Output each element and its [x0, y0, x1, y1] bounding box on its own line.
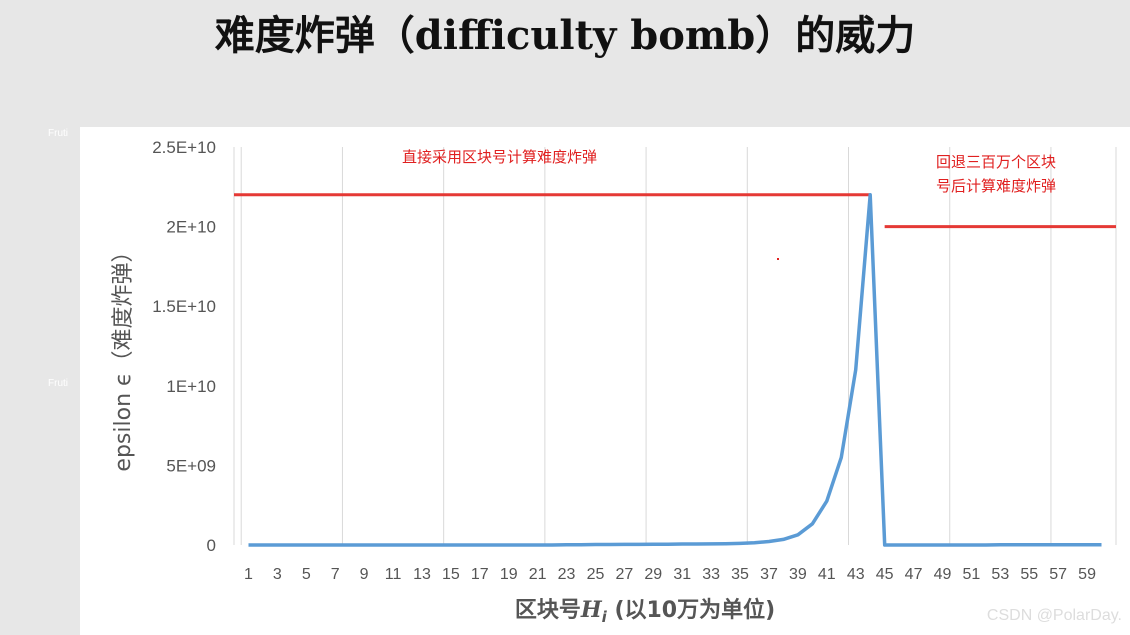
x-tick-label: 11 — [385, 566, 402, 583]
x-axis-label: 区块号Hi (以10万为单位) — [515, 597, 775, 626]
x-tick-label: 7 — [331, 566, 340, 583]
x-tick-label: 37 — [760, 566, 778, 583]
x-tick-label: 3 — [273, 566, 282, 583]
x-tick-label: 17 — [471, 566, 489, 583]
y-axis-label: epsilon ϵ（难度炸弹） — [111, 240, 136, 471]
annotation-dot — [777, 258, 779, 260]
x-tick-label: 33 — [702, 566, 720, 583]
x-tick-label: 25 — [587, 566, 605, 583]
chart-panel: 0 5E+09 1E+10 1.5E+10 2E+10 2.5E+10 1 3 5 7 9 11 13… — [80, 127, 1130, 635]
y-tick-label: 2.5E+10 — [152, 138, 216, 157]
annotation: 回退三百万个区块 — [936, 153, 1056, 171]
x-tick-label: 43 — [847, 566, 865, 583]
x-tick-label: 5 — [302, 566, 311, 583]
x-tick-label: 23 — [558, 566, 576, 583]
y-tick-labels: 0 5E+09 1E+10 1.5E+10 2E+10 2.5E+10 — [152, 138, 216, 555]
y-tick-label: 1E+10 — [166, 377, 216, 396]
slide-title: 难度炸弹（difficulty bomb）的威力 — [214, 12, 916, 59]
x-tick-label: 21 — [529, 566, 547, 583]
axis-labels: 区块号Hi (以10万为单位) epsilon ϵ（难度炸弹） — [111, 240, 775, 626]
y-tick-label: 1.5E+10 — [152, 297, 216, 316]
ghost-label: Fruti — [48, 378, 68, 389]
x-tick-label: 29 — [644, 566, 662, 583]
x-tick-label: 41 — [818, 566, 836, 583]
x-tick-label: 15 — [442, 566, 460, 583]
x-tick-labels: 1 3 5 7 9 11 13 15 17 19 21 23 25 27 29 31 33 35 37 39 41 43 4… — [244, 566, 1096, 583]
watermark: CSDN @PolarDay. — [986, 607, 1122, 624]
x-tick-label: 19 — [500, 566, 518, 583]
x-tick-label: 13 — [413, 566, 431, 583]
ghost-label: Fruti — [48, 128, 68, 139]
x-tick-label: 49 — [934, 566, 952, 583]
x-tick-label: 35 — [731, 566, 749, 583]
series-lines — [248, 193, 1102, 547]
x-tick-label: 53 — [991, 566, 1009, 583]
x-tick-label: 31 — [673, 566, 691, 583]
x-tick-label: 45 — [876, 566, 894, 583]
annotation: 号后计算难度炸弹 — [936, 177, 1056, 195]
x-tick-label: 59 — [1078, 566, 1096, 583]
x-tick-label: 9 — [360, 566, 369, 583]
y-tick-label: 2E+10 — [166, 218, 216, 237]
y-tick-label: 0 — [207, 536, 216, 555]
x-tick-label: 57 — [1049, 566, 1067, 583]
annotation: 直接采用区块号计算难度炸弹 — [402, 148, 597, 166]
x-tick-label: 47 — [905, 566, 923, 583]
grid-lines — [233, 147, 1117, 545]
x-tick-label: 51 — [963, 566, 981, 583]
x-tick-label: 39 — [789, 566, 807, 583]
x-tick-label: 55 — [1020, 566, 1038, 583]
x-tick-label: 27 — [615, 566, 633, 583]
series-line — [248, 193, 1102, 547]
x-tick-label: 1 — [244, 566, 253, 583]
y-tick-label: 5E+09 — [166, 456, 216, 475]
reference-lines — [234, 193, 1116, 229]
